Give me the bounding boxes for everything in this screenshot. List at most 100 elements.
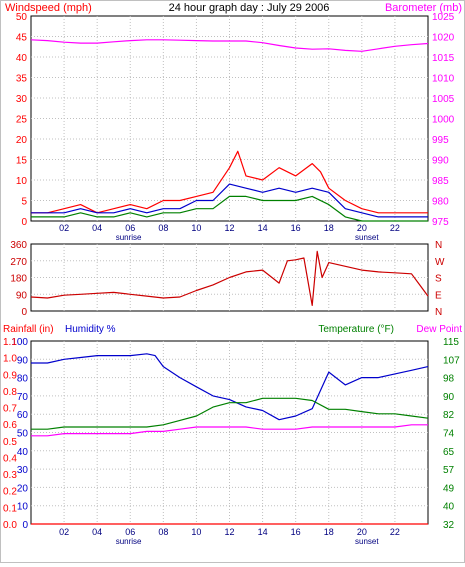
wind-right-tick-9: 1020 — [432, 33, 455, 44]
wind-left-tick-9: 45 — [16, 33, 28, 44]
humidity-left-tick-10: 100 — [11, 337, 28, 348]
temperature-right-tick-8: 98 — [443, 374, 455, 385]
wind-left-tick-3: 15 — [16, 156, 28, 167]
rainfall-left-tick-9: 0.9 — [3, 370, 17, 381]
humidity-marker-sunset: sunset — [355, 537, 379, 546]
temperature-right-tick-0: 32 — [443, 520, 455, 531]
direction-left-tick-2: 180 — [10, 274, 27, 285]
rainfall-left-tick-11: 1.1 — [3, 337, 17, 348]
wind-xtick-1: 04 — [92, 223, 102, 233]
direction-right-tick-4: N — [435, 240, 442, 251]
rainfall-left-tick-3: 0.3 — [3, 470, 17, 481]
wind-right-tick-3: 990 — [432, 156, 449, 167]
graph-title: 24 hour graph day : July 29 2006 — [169, 2, 330, 14]
humidity-xtick-6: 14 — [258, 527, 268, 537]
humidity-left-tick-6: 60 — [17, 410, 29, 421]
humidity-xtick-4: 10 — [191, 527, 201, 537]
wind-right-tick-8: 1015 — [432, 53, 455, 64]
wind-xtick-7: 16 — [291, 223, 301, 233]
temperature-right-tick-4: 65 — [443, 447, 455, 458]
rainfall-left-tick-6: 0.6 — [3, 420, 17, 431]
humidity-xtick-5: 12 — [224, 527, 234, 537]
temperature-right-tick-10: 115 — [443, 337, 459, 348]
rainfall-left-tick-8: 0.8 — [3, 387, 17, 398]
direction-left-tick-3: 270 — [10, 257, 27, 268]
wind-marker-sunset: sunset — [355, 233, 379, 242]
wind-left-tick-0: 0 — [21, 217, 27, 228]
humidity-left-tick-5: 50 — [17, 429, 29, 440]
humidity-xtick-9: 20 — [357, 527, 367, 537]
wind-left-tick-4: 20 — [16, 135, 28, 146]
humidity-left-tick-1: 10 — [17, 502, 29, 513]
humidity-marker-sunrise: sunrise — [116, 537, 142, 546]
humidity-axis-title: Humidity % — [65, 324, 116, 335]
direction-left-tick-1: 90 — [16, 290, 28, 301]
wind-left-tick-2: 10 — [16, 176, 28, 187]
wind-series-0 — [30, 39, 429, 52]
temperature-right-tick-3: 57 — [443, 465, 455, 476]
humidity-xtick-3: 08 — [158, 527, 168, 537]
wind-xtick-0: 02 — [59, 223, 69, 233]
wind-left-tick-8: 40 — [16, 53, 28, 64]
wind-marker-sunrise: sunrise — [116, 233, 142, 242]
humidity-xtick-0: 02 — [59, 527, 69, 537]
rainfall-axis-title: Rainfall (in) — [3, 324, 54, 335]
wind-series-3 — [31, 195, 428, 222]
rainfall-left-tick-4: 0.4 — [3, 453, 17, 464]
wind-xtick-4: 10 — [191, 223, 201, 233]
rainfall-left-tick-0: 0.0 — [3, 520, 17, 531]
temperature-right-tick-9: 107 — [443, 355, 460, 366]
temperature-right-tick-5: 74 — [443, 429, 455, 440]
humidity-left-tick-4: 40 — [17, 447, 29, 458]
temperature-right-tick-7: 90 — [443, 392, 455, 403]
humidity-left-tick-7: 70 — [17, 392, 29, 403]
barometer-axis-title: Barometer (mb) — [385, 2, 462, 14]
rainfall-left-tick-10: 1.0 — [3, 354, 17, 365]
humidity-left-tick-0: 0 — [22, 520, 28, 531]
temperature-right-tick-2: 49 — [443, 483, 455, 494]
wind-right-tick-6: 1005 — [432, 94, 455, 105]
humidity-xtick-2: 06 — [125, 527, 135, 537]
rainfall-left-tick-2: 0.2 — [3, 487, 17, 498]
dewpoint-axis-title: Dew Point — [416, 324, 462, 335]
humidity-xtick-8: 18 — [324, 527, 334, 537]
direction-right-tick-0: N — [435, 307, 442, 318]
wind-right-tick-7: 1010 — [432, 74, 455, 85]
humidity-left-tick-3: 30 — [17, 465, 29, 476]
rainfall-left-tick-5: 0.5 — [3, 437, 17, 448]
direction-right-tick-3: W — [435, 257, 445, 268]
wind-right-tick-1: 980 — [432, 197, 449, 208]
wind-left-tick-6: 30 — [16, 94, 28, 105]
wind-xtick-5: 12 — [224, 223, 234, 233]
temperature-right-tick-6: 82 — [443, 410, 455, 421]
wind-left-tick-5: 25 — [16, 115, 28, 126]
wind-right-tick-4: 995 — [432, 135, 449, 146]
wind-right-tick-5: 1000 — [432, 115, 455, 126]
wind-left-tick-1: 5 — [21, 197, 27, 208]
wind-right-tick-0: 975 — [432, 217, 449, 228]
humidity-series-1 — [31, 397, 429, 430]
wind-xtick-6: 14 — [258, 223, 268, 233]
humidity-xtick-1: 04 — [92, 527, 102, 537]
wind-xtick-8: 18 — [324, 223, 334, 233]
rainfall-left-tick-7: 0.7 — [3, 404, 17, 415]
rainfall-left-tick-1: 0.1 — [3, 503, 17, 514]
direction-left-tick-4: 360 — [10, 240, 27, 251]
wind-xtick-10: 22 — [390, 223, 400, 233]
humidity-left-tick-9: 90 — [17, 355, 29, 366]
humidity-xtick-10: 22 — [390, 527, 400, 537]
wind-xtick-3: 08 — [158, 223, 168, 233]
temperature-axis-title: Temperature (°F) — [318, 324, 394, 335]
wind-left-tick-10: 50 — [16, 12, 28, 23]
temperature-right-tick-1: 40 — [443, 502, 455, 513]
wind-right-tick-10: 1025 — [432, 12, 455, 23]
humidity-xtick-7: 16 — [291, 527, 301, 537]
direction-right-tick-2: S — [435, 274, 442, 285]
humidity-series-0 — [31, 353, 429, 421]
wind-right-tick-2: 985 — [432, 176, 449, 187]
humidity-left-tick-2: 20 — [17, 483, 29, 494]
direction-series-0 — [30, 250, 429, 306]
direction-left-tick-0: 0 — [21, 307, 27, 318]
humidity-series-2 — [31, 424, 428, 437]
